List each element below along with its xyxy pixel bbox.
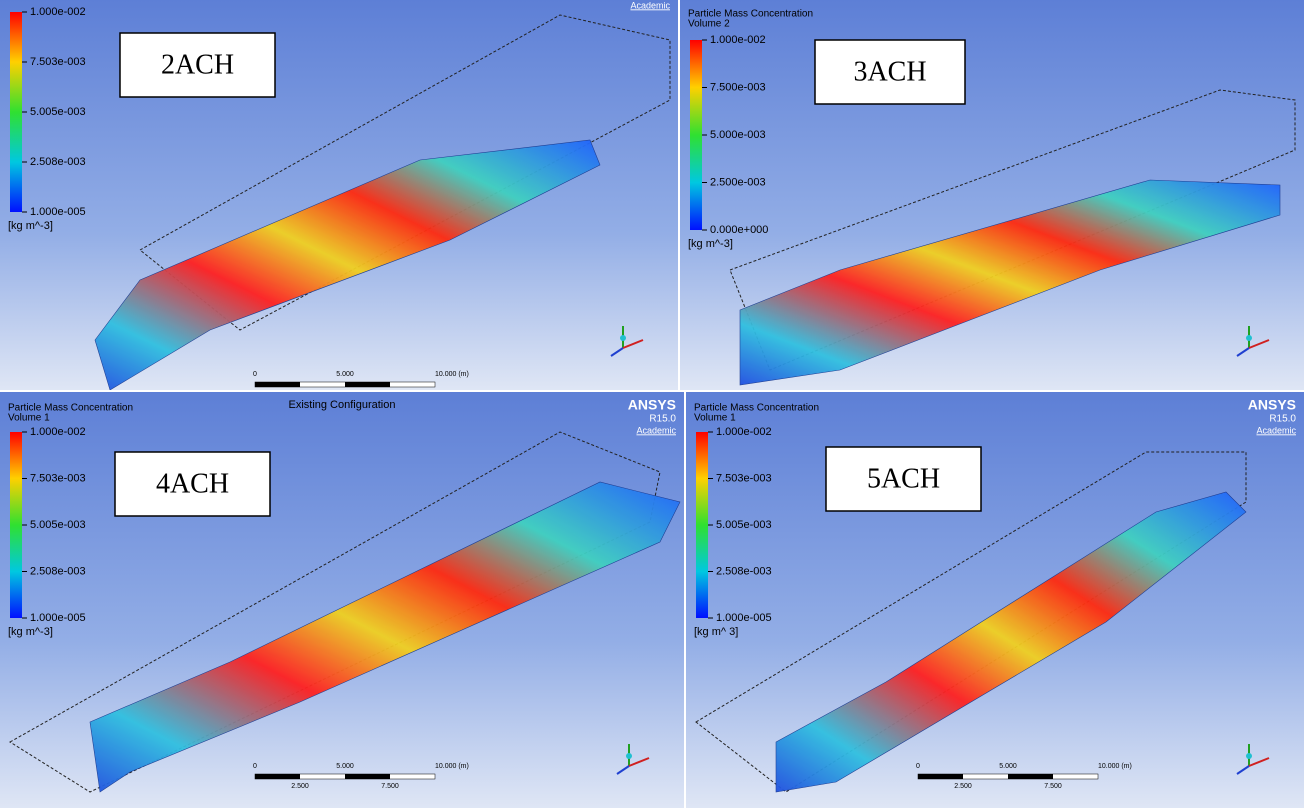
scale-label: 10.000 (m)	[435, 763, 469, 770]
colorbar-tick-label: 5.005e-003	[30, 106, 86, 118]
colorbar-tick-label: 1.000e-005	[716, 612, 772, 624]
colorbar-tick-label: 7.503e-003	[30, 472, 86, 484]
axis-origin	[620, 335, 626, 341]
case-label: 3ACH	[853, 56, 926, 87]
caption: Existing Configuration	[288, 399, 395, 411]
colorbar-tick-label: 2.508e-003	[716, 565, 772, 577]
colorbar	[10, 432, 22, 618]
logo-sub: Academic	[1256, 425, 1296, 435]
scale-label: 10.000 (m)	[435, 371, 469, 378]
scale-label: 5.000	[336, 371, 354, 378]
colorbar-tick-label: 1.000e-002	[30, 6, 86, 18]
figure: 1.000e-002 7.503e-003 5.005e-003 2.508e-003…	[0, 0, 1304, 808]
colorbar-tick-label: 7.500e-003	[710, 81, 766, 93]
colorbar-tick-label: 1.000e-002	[710, 34, 766, 46]
colorbar-tick-label: 5.000e-003	[710, 129, 766, 141]
logo-brand: ANSYS	[628, 397, 676, 413]
scale-label: 0	[916, 763, 920, 770]
case-label: 2ACH	[161, 49, 234, 80]
logo-version: R15.0	[1269, 414, 1296, 425]
scale-sub-label: 2.500	[954, 783, 972, 790]
colorbar-tick-label: 1.000e-005	[30, 206, 86, 218]
scale-seg	[345, 774, 390, 779]
scale-label: 5.000	[336, 763, 354, 770]
colorbar	[690, 40, 702, 230]
axis-origin	[626, 753, 632, 759]
colorbar-units: [kg m^-3]	[8, 626, 53, 638]
scale-seg	[345, 382, 390, 387]
scale-seg	[1008, 774, 1053, 779]
colorbar-tick-label: 7.503e-003	[716, 472, 772, 484]
scale-seg	[918, 774, 963, 779]
legend-volume: Volume 1	[694, 413, 736, 424]
colorbar-tick-label: 2.500e-003	[710, 176, 766, 188]
axis-origin	[1246, 335, 1252, 341]
logo-sub: Academic	[630, 0, 670, 10]
legend-volume: Volume 1	[8, 413, 50, 424]
logo-version: R15.0	[649, 414, 676, 425]
scale-seg	[255, 382, 300, 387]
colorbar-tick-label: 2.508e-003	[30, 565, 86, 577]
scale-label: 0	[253, 763, 257, 770]
colorbar-tick-label: 1.000e-005	[30, 612, 86, 624]
colorbar-units: [kg m^-3]	[8, 220, 53, 232]
colorbar-tick-label: 0.000e+000	[710, 224, 768, 236]
scale-seg	[255, 774, 300, 779]
case-label: 5ACH	[867, 463, 940, 494]
colorbar-tick-label: 1.000e-002	[30, 426, 86, 438]
colorbar-tick-label: 2.508e-003	[30, 156, 86, 168]
scale-sub-label: 7.500	[381, 783, 399, 790]
scale-label: 5.000	[999, 763, 1017, 770]
case-label: 4ACH	[156, 468, 229, 499]
colorbar-units: [kg m^ 3]	[694, 626, 738, 638]
colorbar-tick-label: 1.000e-002	[716, 426, 772, 438]
colorbar-tick-label: 7.503e-003	[30, 56, 86, 68]
colorbar-tick-label: 5.005e-003	[30, 519, 86, 531]
legend-volume: Volume 2	[688, 19, 730, 30]
colorbar	[696, 432, 708, 618]
colorbar-tick-label: 5.005e-003	[716, 519, 772, 531]
scale-label: 0	[253, 371, 257, 378]
viewport: 1.000e-002 7.503e-003 5.005e-003 2.508e-003…	[0, 0, 678, 390]
colorbar-units: [kg m^-3]	[688, 238, 733, 250]
logo-brand: ANSYS	[1248, 397, 1296, 413]
colorbar	[10, 12, 22, 212]
result-panel: 1.000e-002 7.503e-003 5.005e-003 2.508e-003…	[0, 0, 678, 390]
scale-label: 10.000 (m)	[1098, 763, 1132, 770]
scale-sub-label: 2.500	[291, 783, 309, 790]
scale-sub-label: 7.500	[1044, 783, 1062, 790]
logo-sub: Academic	[636, 425, 676, 435]
axis-origin	[1246, 753, 1252, 759]
